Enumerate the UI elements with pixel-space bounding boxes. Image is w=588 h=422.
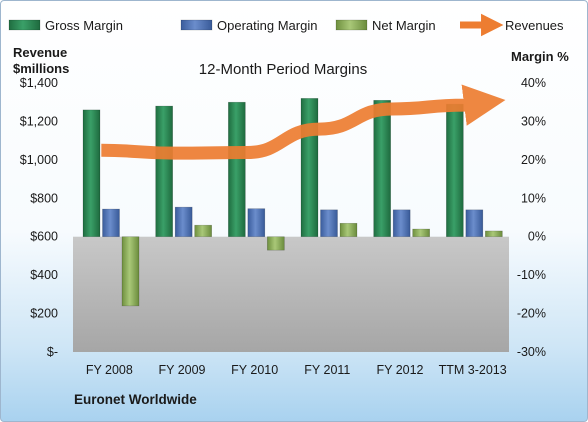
legend-label: Gross Margin (45, 18, 123, 33)
bar-net-margin (267, 236, 285, 251)
left-tick-label: $200 (30, 307, 58, 321)
left-tick-label: $1,400 (20, 76, 58, 90)
left-tick-label: $1,200 (20, 114, 58, 128)
x-tick-label: FY 2010 (231, 363, 278, 377)
bar-gross-margin (300, 98, 319, 238)
x-tick-label: TTM 3-2013 (439, 363, 507, 377)
bar-operating-margin (174, 206, 193, 238)
left-tick-label: $400 (30, 268, 58, 282)
bar-net-margin (121, 236, 140, 307)
revenue-line-series (101, 84, 506, 160)
company-name: Euronet Worldwide (74, 392, 197, 407)
chart-legend: Gross Margin Operating Margin Net Margin Re… (8, 13, 564, 37)
left-tick-label: $- (47, 345, 58, 359)
negative-region-floor (73, 236, 509, 352)
right-tick-label: 10% (521, 191, 546, 205)
plot-background (73, 236, 509, 352)
legend-swatch (180, 19, 213, 31)
left-axis-ticks: $1,400 $1,200 $1,000 $800 $600 $400 $200 $- (20, 76, 58, 359)
left-axis-title-line1: Revenue (13, 45, 67, 60)
bar-gross-margin (155, 105, 173, 238)
legend-label: Revenues (505, 18, 564, 33)
x-tick-label: FY 2009 (158, 363, 205, 377)
bar-operating-margin (465, 209, 484, 238)
bar-operating-margin (320, 209, 338, 238)
right-tick-label: 20% (521, 153, 546, 167)
legend-label: Net Margin (372, 18, 436, 33)
x-axis-ticks: FY 2008 FY 2009 FY 2010 FY 2011 FY 2012 TTM 3… (86, 363, 507, 377)
bar-operating-margin (102, 208, 120, 238)
bar-net-margin (194, 224, 212, 238)
x-tick-label: FY 2011 (304, 363, 350, 377)
right-tick-label: -10% (517, 268, 546, 282)
bar-gross-margin (228, 101, 246, 238)
right-tick-label: -30% (517, 345, 546, 359)
bar-gross-margin (82, 109, 101, 238)
right-tick-label: -20% (517, 307, 546, 321)
x-tick-label: FY 2008 (86, 363, 133, 377)
right-axis-ticks: 40% 30% 20% 10% 0% -10% -20% -30% (517, 76, 546, 359)
bar-gross-margin (446, 103, 464, 238)
legend-swatch (8, 19, 41, 31)
legend-swatch (335, 19, 368, 31)
right-tick-label: 0% (528, 230, 546, 244)
legend-label: Operating Margin (217, 18, 317, 33)
bar-operating-margin (247, 208, 266, 238)
bar-gross-margin (373, 99, 391, 238)
left-tick-label: $1,000 (20, 153, 58, 167)
bar-operating-margin (392, 209, 411, 238)
right-tick-label: 30% (521, 114, 546, 128)
bar-net-margin (339, 222, 358, 238)
left-tick-label: $600 (30, 230, 58, 244)
right-axis-title: Margin % (511, 49, 569, 64)
chart-title: 12-Month Period Margins (199, 61, 367, 78)
revenue-line (101, 84, 506, 160)
right-tick-label: 40% (521, 76, 546, 90)
bar-net-margin (412, 228, 430, 238)
x-tick-label: FY 2012 (376, 363, 423, 377)
left-axis-title-line2: $millions (13, 61, 69, 76)
left-tick-label: $800 (30, 191, 58, 205)
bar-net-margin (485, 230, 503, 238)
